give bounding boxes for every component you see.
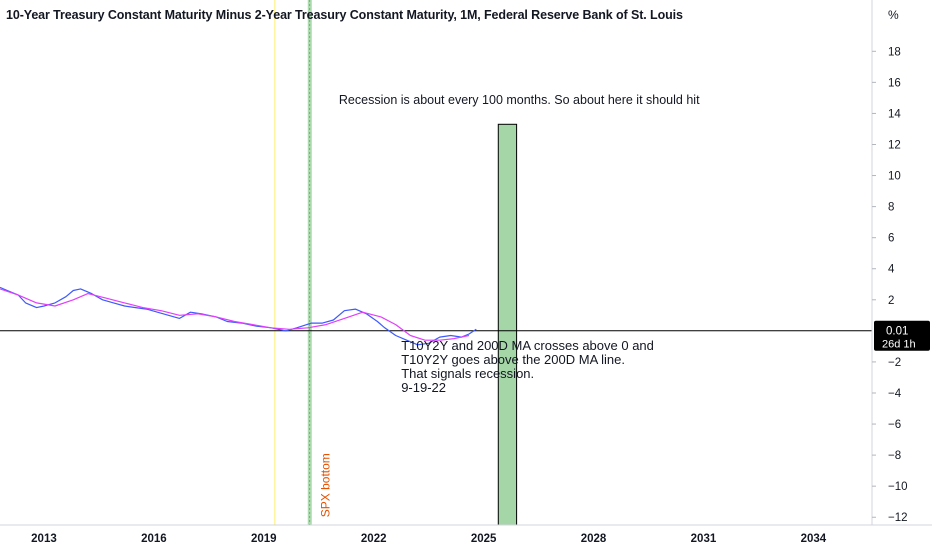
y-tick-label[interactable]: −10 (888, 481, 908, 493)
y-tick-label[interactable]: 8 (888, 202, 894, 214)
series-line-0[interactable] (0, 286, 477, 346)
y-tick-label[interactable]: 16 (888, 77, 901, 89)
x-tick-label[interactable]: 2031 (691, 533, 717, 545)
y-tick-label[interactable]: 10 (888, 171, 901, 183)
annotation-spx-bottom: SPX bottom (318, 453, 332, 517)
annotation-recession-note: Recession is about every 100 months. So … (339, 93, 700, 107)
y-tick-label[interactable]: −4 (888, 388, 902, 400)
x-tick-label[interactable]: 2022 (361, 533, 387, 545)
shaded-region-0[interactable] (497, 123, 518, 526)
vertical-marker-1 (307, 0, 312, 525)
y-tick-label[interactable]: 12 (888, 139, 901, 151)
x-tick-label[interactable]: 2019 (251, 533, 277, 545)
price-label-countdown: 26d 1h (882, 339, 916, 351)
y-tick-label[interactable]: −6 (888, 419, 901, 431)
annotation-signal-line: 9-19-22 (401, 380, 446, 395)
price-label-value: 0.01 (886, 326, 908, 338)
y-tick-label[interactable]: 4 (888, 264, 895, 276)
y-tick-label[interactable]: 14 (888, 108, 901, 120)
series-line-1[interactable] (0, 288, 470, 341)
x-tick-label[interactable]: 2028 (581, 533, 607, 545)
x-tick-label[interactable]: 2025 (471, 533, 497, 545)
annotation-signal-line: T10Y2Y and 200D MA crosses above 0 and (401, 338, 654, 353)
price-label-box[interactable] (874, 320, 930, 351)
y-tick-label[interactable]: 2 (888, 295, 894, 307)
y-tick-label[interactable]: 18 (888, 46, 901, 58)
y-tick-label[interactable]: −2 (888, 357, 901, 369)
chart-title: 10-Year Treasury Constant Maturity Minus… (6, 8, 683, 22)
x-tick-label[interactable]: 2013 (31, 533, 57, 545)
x-tick-label[interactable]: 2016 (141, 533, 167, 545)
y-tick-label[interactable]: −12 (888, 512, 908, 524)
annotation-signal-line: T10Y2Y goes above the 200D MA line. (401, 352, 625, 367)
unit-label[interactable]: % (888, 8, 899, 22)
x-tick-label[interactable]: 2034 (801, 533, 827, 545)
y-tick-label[interactable]: 6 (888, 233, 894, 245)
annotation-signal-line: That signals recession. (401, 366, 534, 381)
y-tick-label[interactable]: −8 (888, 450, 901, 462)
